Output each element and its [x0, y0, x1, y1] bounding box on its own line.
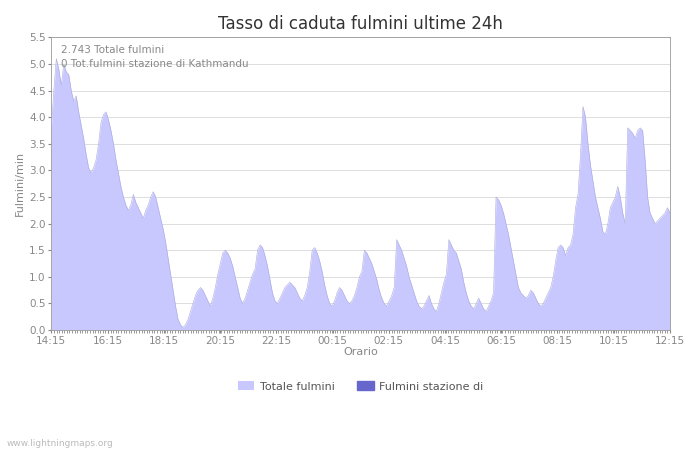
X-axis label: Orario: Orario [343, 347, 378, 357]
Title: Tasso di caduta fulmini ultime 24h: Tasso di caduta fulmini ultime 24h [218, 15, 503, 33]
Text: 0 Tot.fulmini stazione di Kathmandu: 0 Tot.fulmini stazione di Kathmandu [61, 59, 249, 69]
Y-axis label: Fulmini/min: Fulmini/min [15, 151, 25, 216]
Text: www.lightningmaps.org: www.lightningmaps.org [7, 439, 113, 448]
Legend: Totale fulmini, Fulmini stazione di: Totale fulmini, Fulmini stazione di [233, 377, 488, 396]
Text: 2.743 Totale fulmini: 2.743 Totale fulmini [61, 45, 164, 54]
